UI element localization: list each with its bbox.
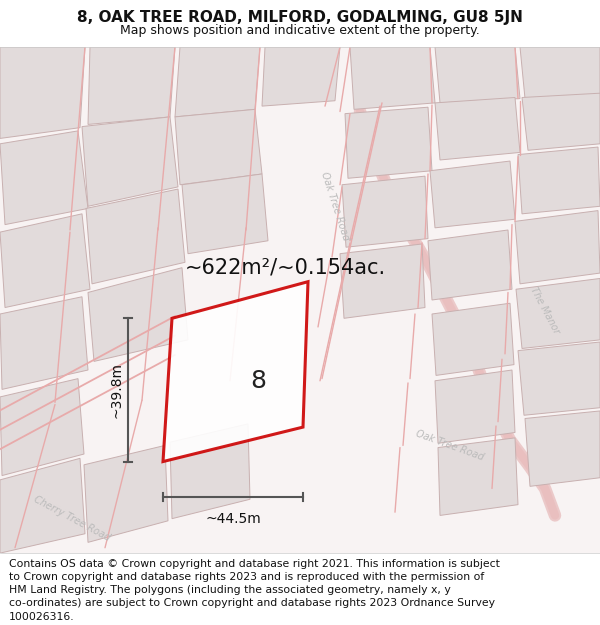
Polygon shape	[518, 342, 600, 415]
Text: The Manor: The Manor	[529, 286, 562, 336]
Polygon shape	[515, 211, 600, 284]
Text: Oak Tree Road: Oak Tree Road	[415, 429, 485, 462]
Polygon shape	[345, 107, 432, 178]
Polygon shape	[0, 297, 88, 389]
Polygon shape	[525, 411, 600, 486]
Text: 8, OAK TREE ROAD, MILFORD, GODALMING, GU8 5JN: 8, OAK TREE ROAD, MILFORD, GODALMING, GU…	[77, 10, 523, 25]
Polygon shape	[0, 47, 85, 138]
Polygon shape	[522, 93, 600, 150]
Polygon shape	[0, 214, 90, 308]
Polygon shape	[340, 244, 425, 318]
Polygon shape	[262, 47, 340, 106]
Polygon shape	[88, 268, 188, 361]
Text: ~44.5m: ~44.5m	[205, 512, 261, 526]
Polygon shape	[86, 189, 185, 284]
Polygon shape	[435, 370, 515, 443]
Polygon shape	[432, 303, 514, 376]
Text: ~39.8m: ~39.8m	[109, 362, 123, 418]
Polygon shape	[182, 174, 268, 254]
Polygon shape	[350, 47, 435, 109]
Text: Oak Tree Road: Oak Tree Road	[319, 171, 351, 242]
Polygon shape	[84, 446, 168, 542]
Polygon shape	[516, 279, 600, 349]
Polygon shape	[0, 131, 88, 224]
Polygon shape	[520, 47, 600, 99]
Polygon shape	[435, 47, 520, 103]
Polygon shape	[0, 458, 85, 553]
Polygon shape	[175, 109, 262, 185]
Polygon shape	[342, 176, 428, 248]
Polygon shape	[438, 438, 518, 516]
Polygon shape	[170, 424, 250, 519]
Polygon shape	[428, 230, 512, 300]
Polygon shape	[518, 147, 600, 214]
Text: 8: 8	[251, 369, 266, 392]
Text: ~622m²/~0.154ac.: ~622m²/~0.154ac.	[185, 258, 386, 278]
Polygon shape	[430, 161, 515, 228]
Text: Cherry Tree Road: Cherry Tree Road	[32, 494, 112, 543]
Polygon shape	[88, 47, 175, 124]
Polygon shape	[163, 282, 308, 462]
Text: Contains OS data © Crown copyright and database right 2021. This information is : Contains OS data © Crown copyright and d…	[9, 559, 500, 622]
Text: Map shows position and indicative extent of the property.: Map shows position and indicative extent…	[120, 24, 480, 36]
Polygon shape	[0, 379, 84, 476]
Polygon shape	[82, 117, 178, 206]
Polygon shape	[435, 98, 520, 160]
Polygon shape	[175, 47, 260, 117]
